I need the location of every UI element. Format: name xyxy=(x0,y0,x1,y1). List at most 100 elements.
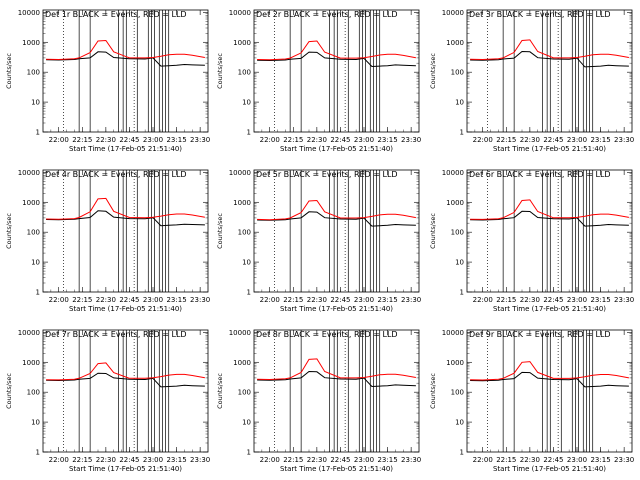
x-tick-label: 23:00 xyxy=(567,456,587,464)
y-tick-label: 10 xyxy=(242,419,251,427)
x-tick-label: 22:15 xyxy=(72,296,92,304)
lld-series-line xyxy=(470,361,629,381)
y-tick-label: 1000 xyxy=(233,199,251,207)
x-tick-label: 22:45 xyxy=(543,136,563,144)
x-tick-label: 23:15 xyxy=(590,456,610,464)
y-tick-label: 1000 xyxy=(446,359,464,367)
x-tick-label: 23:15 xyxy=(166,136,186,144)
plot-title: Det 5r BLACK = Events, RED = LLD xyxy=(256,170,398,179)
events-series-line xyxy=(470,210,629,227)
x-axis-label: Start Time (17-Feb-05 21:51:40) xyxy=(493,145,606,153)
x-tick-label: 23:00 xyxy=(354,296,374,304)
y-tick-label: 10000 xyxy=(18,169,40,177)
plot-frame xyxy=(42,169,209,293)
x-tick-label: 23:30 xyxy=(401,456,421,464)
y-tick-label: 10000 xyxy=(229,169,251,177)
events-series-line xyxy=(46,210,205,227)
events-series-line xyxy=(46,51,205,67)
x-tick-label: 23:30 xyxy=(614,456,634,464)
y-axis-label: Counts/sec xyxy=(5,373,13,409)
y-axis-label: Counts/sec xyxy=(429,53,437,89)
y-tick-label: 1000 xyxy=(22,359,40,367)
x-tick-label: 22:15 xyxy=(72,136,92,144)
detector-panel: Det 8r BLACK = Events, RED = LLD Counts/s… xyxy=(216,329,421,473)
y-tick-label: 1 xyxy=(36,129,40,137)
plot-frame xyxy=(253,9,420,133)
events-series-line xyxy=(257,370,416,388)
x-tick-label: 22:45 xyxy=(330,296,350,304)
plot-frame xyxy=(466,9,633,133)
y-tick-label: 10000 xyxy=(442,169,464,177)
plot-frame xyxy=(42,9,209,133)
x-tick-label: 22:45 xyxy=(330,456,350,464)
y-tick-label: 1000 xyxy=(233,39,251,47)
x-tick-label: 22:30 xyxy=(307,296,327,304)
y-tick-label: 10000 xyxy=(18,329,40,337)
y-tick-label: 1 xyxy=(36,289,40,297)
detector-panel: Det 5r BLACK = Events, RED = LLD Counts/s… xyxy=(216,169,421,313)
x-tick-label: 22:00 xyxy=(49,456,69,464)
x-axis-label: Start Time (17-Feb-05 21:51:40) xyxy=(493,305,606,313)
x-tick-label: 22:00 xyxy=(473,136,493,144)
y-tick-label: 100 xyxy=(238,229,251,237)
y-axis-label: Counts/sec xyxy=(216,373,224,409)
x-tick-label: 23:00 xyxy=(567,296,587,304)
detector-panel: Det 2r BLACK = Events, RED = LLD Counts/s… xyxy=(216,9,421,153)
lld-series-line xyxy=(46,362,205,381)
y-tick-label: 10 xyxy=(31,259,40,267)
y-tick-label: 10000 xyxy=(18,9,40,17)
lld-series-line xyxy=(46,197,205,220)
y-tick-label: 100 xyxy=(451,69,464,77)
y-tick-label: 10000 xyxy=(442,9,464,17)
x-axis-label: Start Time (17-Feb-05 21:51:40) xyxy=(493,465,606,473)
plot-frame xyxy=(253,169,420,293)
y-axis-label: Counts/sec xyxy=(5,213,13,249)
y-tick-label: 10 xyxy=(242,99,251,107)
plot-title: Det 3r BLACK = Events, RED = LLD xyxy=(469,10,611,19)
x-tick-label: 22:45 xyxy=(543,296,563,304)
y-tick-label: 10 xyxy=(31,99,40,107)
x-tick-label: 22:45 xyxy=(119,136,139,144)
x-axis-label: Start Time (17-Feb-05 21:51:40) xyxy=(280,305,393,313)
y-tick-label: 1 xyxy=(36,449,40,457)
detector-panel: Det 4r BLACK = Events, RED = LLD Counts/s… xyxy=(5,169,210,313)
x-tick-label: 23:00 xyxy=(143,456,163,464)
y-tick-label: 100 xyxy=(451,389,464,397)
x-tick-label: 22:30 xyxy=(520,296,540,304)
x-tick-label: 23:30 xyxy=(614,296,634,304)
lld-series-line xyxy=(46,39,205,61)
x-tick-label: 23:15 xyxy=(590,296,610,304)
x-tick-label: 23:00 xyxy=(354,136,374,144)
y-tick-label: 10000 xyxy=(229,329,251,337)
x-tick-label: 22:30 xyxy=(96,456,116,464)
x-axis-label: Start Time (17-Feb-05 21:51:40) xyxy=(69,145,182,153)
x-tick-label: 23:30 xyxy=(190,136,210,144)
y-tick-label: 1000 xyxy=(446,39,464,47)
x-tick-label: 23:15 xyxy=(377,136,397,144)
y-tick-label: 1000 xyxy=(446,199,464,207)
y-tick-label: 10 xyxy=(455,419,464,427)
detector-panel: Det 7r BLACK = Events, RED = LLD Counts/s… xyxy=(5,329,210,473)
y-axis-label: Counts/sec xyxy=(216,213,224,249)
x-tick-label: 22:30 xyxy=(520,136,540,144)
y-tick-label: 1 xyxy=(247,449,251,457)
lld-series-line xyxy=(257,199,416,221)
plot-title: Det 9r BLACK = Events, RED = LLD xyxy=(469,330,611,339)
x-tick-label: 22:45 xyxy=(119,296,139,304)
detector-panel: Det 3r BLACK = Events, RED = LLD Counts/s… xyxy=(429,9,634,153)
x-tick-label: 22:15 xyxy=(283,136,303,144)
x-tick-label: 23:15 xyxy=(377,456,397,464)
y-tick-label: 1000 xyxy=(22,39,40,47)
y-tick-label: 1 xyxy=(247,289,251,297)
x-tick-label: 22:15 xyxy=(283,296,303,304)
plot-title: Det 6r BLACK = Events, RED = LLD xyxy=(469,170,611,179)
y-tick-label: 100 xyxy=(238,389,251,397)
y-tick-label: 100 xyxy=(27,69,40,77)
plot-frame xyxy=(42,329,209,453)
y-tick-label: 1 xyxy=(247,129,251,137)
x-tick-label: 23:00 xyxy=(354,456,374,464)
y-axis-label: Counts/sec xyxy=(429,213,437,249)
x-axis-label: Start Time (17-Feb-05 21:51:40) xyxy=(69,305,182,313)
y-tick-label: 1 xyxy=(460,289,464,297)
